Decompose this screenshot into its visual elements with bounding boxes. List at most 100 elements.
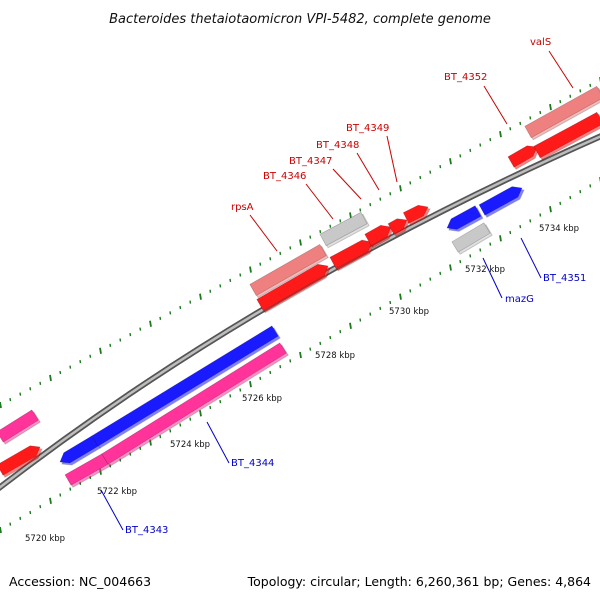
inner-row-tick: [199, 410, 202, 417]
feature-gray-reverse: [451, 222, 491, 253]
gene-label-bt4347[interactable]: BT_4347: [289, 156, 332, 167]
inner-row-tick: [359, 318, 362, 322]
inner-row-tick: [59, 493, 62, 497]
outer-row-tick: [59, 370, 62, 375]
inner-row-tick: [509, 230, 512, 235]
outer-row-tick: [259, 262, 262, 266]
gene-label-bt4346[interactable]: BT_4346: [263, 171, 306, 182]
outer-row-tick: [359, 208, 362, 212]
outer-row-tick: [569, 94, 572, 98]
gene-label-bt4349[interactable]: BT_4349: [346, 123, 389, 134]
outer-row-tick: [479, 143, 482, 147]
gene-labels: valS BT_4352 BT_4349 BT_4348 BT_4347 BT_…: [100, 37, 586, 536]
gene-label-bt4351[interactable]: BT_4351: [543, 273, 586, 284]
scale-label-5722: 5722 kbp: [97, 487, 137, 497]
gene-label-vals[interactable]: valS: [530, 37, 551, 48]
feature-bt4343-partial: [0, 409, 39, 443]
outer-row-tick: [529, 116, 532, 120]
leader-line: [482, 257, 503, 299]
outer-row-tick: [109, 343, 112, 348]
outer-row-tick: [589, 83, 592, 88]
inner-row-tick: [579, 190, 582, 194]
scale-label-5734: 5734 kbp: [539, 224, 579, 234]
inner-row-tick: [299, 351, 302, 359]
outer-row-tick: [489, 137, 492, 142]
outer-row-tick: [449, 158, 452, 165]
inner-row-tick: [49, 497, 52, 504]
outer-row-tick: [169, 311, 172, 315]
inner-row-tick: [489, 242, 492, 246]
inner-row-tick: [569, 195, 572, 200]
gene-label-rpsa[interactable]: rpsA: [231, 202, 254, 213]
leader-line: [483, 85, 508, 125]
inner-row-tick: [19, 516, 22, 520]
feature-bt4351: [478, 186, 523, 216]
inner-row-tick: [319, 341, 322, 345]
inner-row-tick: [289, 359, 292, 363]
accession-text: Accession: NC_004663: [9, 574, 151, 589]
outer-row-tick: [429, 170, 432, 174]
gene-label-mazg[interactable]: mazG: [505, 294, 534, 305]
inner-row-tick: [189, 417, 192, 421]
gene-label-bt4348[interactable]: BT_4348: [316, 140, 359, 151]
feature-bt4347: [364, 224, 392, 247]
inner-row-tick: [529, 219, 532, 223]
inner-row-tick: [69, 487, 72, 491]
outer-row-tick: [509, 127, 512, 131]
inner-row-tick: [589, 184, 592, 188]
outer-row-tick: [469, 148, 472, 153]
outer-row-tick: [69, 365, 72, 369]
outer-row-tick: [369, 202, 372, 207]
outer-row-tick: [89, 354, 92, 358]
outer-row-tick: [439, 165, 442, 169]
inner-row-tick: [399, 293, 402, 300]
inner-row-tick: [519, 225, 522, 229]
leader-line: [305, 183, 334, 220]
outer-row-tick: [339, 219, 342, 223]
outer-row-tick: [319, 230, 322, 234]
leader-line: [332, 168, 362, 200]
feature-rpsa: [256, 263, 329, 312]
scale-ticks: [0, 77, 600, 534]
leader-line: [520, 237, 542, 279]
feature-track: [0, 85, 600, 488]
inner-row-tick: [229, 394, 232, 398]
inner-row-tick: [379, 306, 382, 310]
scale-labels: 5720 kbp 5722 kbp 5724 kbp 5726 kbp 5728…: [25, 224, 579, 544]
outer-row-tick: [0, 401, 2, 409]
outer-row-tick: [189, 300, 192, 304]
leader-line: [249, 214, 278, 252]
inner-row-tick: [349, 322, 352, 329]
inner-row-tick: [429, 277, 432, 281]
feature-bt4349: [402, 204, 429, 224]
outer-row-tick: [519, 121, 522, 125]
inner-row-tick: [0, 526, 2, 534]
feature-bt4352: [507, 145, 538, 168]
outer-row-tick: [129, 332, 132, 337]
gene-label-bt4352[interactable]: BT_4352: [444, 72, 487, 83]
outer-row-tick: [399, 185, 402, 192]
outer-row-tick: [199, 293, 202, 300]
gene-label-bt4343[interactable]: BT_4343: [125, 525, 168, 536]
inner-row-tick: [339, 330, 342, 334]
outer-row-tick: [119, 338, 122, 342]
inner-row-tick: [179, 423, 182, 427]
inner-row-tick: [409, 289, 412, 293]
outer-row-tick: [409, 181, 412, 185]
outer-row-tick: [249, 266, 252, 273]
outer-row-tick: [389, 192, 392, 196]
outer-row-tick: [309, 235, 312, 239]
inner-row-tick: [249, 381, 252, 388]
gene-label-bt4344[interactable]: BT_4344: [231, 458, 274, 469]
leader-line: [206, 421, 230, 464]
feature-mazg: [446, 205, 482, 230]
outer-row-tick: [209, 289, 212, 293]
outer-row-tick: [459, 154, 462, 158]
feature-pink-long: [101, 342, 287, 465]
inner-row-tick: [469, 254, 472, 258]
inner-row-tick: [559, 201, 562, 205]
inner-row-tick: [169, 429, 172, 433]
outer-row-tick: [379, 197, 382, 201]
outer-row-tick: [289, 246, 292, 250]
